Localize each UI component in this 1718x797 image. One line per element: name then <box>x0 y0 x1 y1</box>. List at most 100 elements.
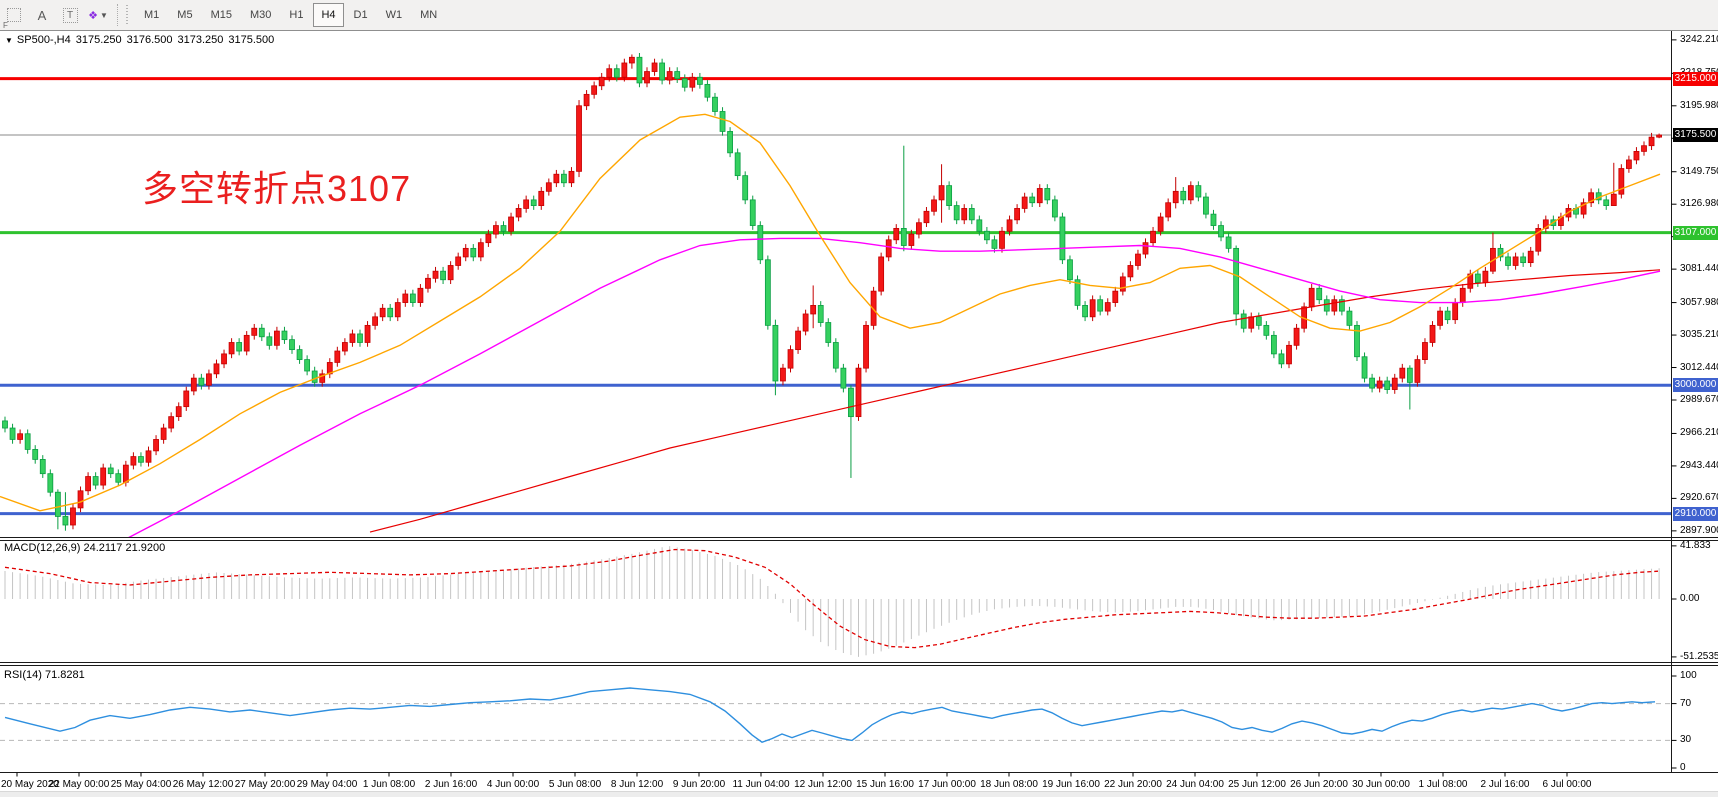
grid-icon <box>7 8 21 22</box>
time-axis-label: 17 Jun 00:00 <box>918 779 976 790</box>
candle <box>946 185 953 206</box>
candle <box>953 205 960 221</box>
rsi-line <box>4 687 1656 743</box>
candle <box>304 359 311 372</box>
candle <box>1376 380 1383 389</box>
candle <box>727 131 733 154</box>
candle <box>1459 287 1466 303</box>
price-axis-tick: 2897.900 <box>1680 524 1718 536</box>
time-axis-label: 26 Jun 20:00 <box>1290 779 1348 790</box>
candle <box>1044 188 1051 201</box>
macd-signal-line <box>4 548 1659 649</box>
time-axis-label: 5 Jun 08:00 <box>548 779 602 790</box>
symbol-ohlc-line[interactable]: ▼ SP500-,H4 3175.250 3176.500 3173.250 3175.5… <box>5 34 279 46</box>
candle <box>379 307 386 318</box>
candle <box>508 216 514 232</box>
timeframe-button-h1[interactable]: H1 <box>289 9 304 21</box>
candle <box>1233 247 1240 315</box>
ohlc-high: 3176.500 <box>126 34 173 46</box>
macd-panel <box>4 546 1660 657</box>
candle <box>1172 190 1179 204</box>
candlesticks <box>2 53 1663 531</box>
candle <box>1414 359 1421 383</box>
candle <box>598 76 605 87</box>
timeframe-button-m15[interactable]: M15 <box>210 9 232 21</box>
candle <box>704 83 711 98</box>
status-band <box>0 791 1718 797</box>
candle <box>591 85 598 95</box>
candle <box>855 367 862 418</box>
candle <box>749 199 756 226</box>
candle <box>576 105 582 172</box>
candle <box>893 228 900 241</box>
candle <box>764 259 771 326</box>
toolbar-drag-handle[interactable] <box>126 5 131 25</box>
candle <box>553 173 560 184</box>
timeframe-button-m5[interactable]: M5 <box>177 9 193 21</box>
candle <box>1338 299 1345 312</box>
font-tool-icon: A <box>37 7 47 23</box>
time-axis-label: 19 Jun 16:00 <box>1042 779 1100 790</box>
timeframe-button-d1[interactable]: D1 <box>353 9 368 21</box>
candle <box>1369 377 1375 389</box>
candle <box>848 387 854 418</box>
candle <box>696 76 703 85</box>
collapse-arrow-icon[interactable]: ▼ <box>5 36 13 45</box>
candle <box>742 175 749 201</box>
candle <box>1248 316 1255 329</box>
candle <box>341 342 348 352</box>
candle <box>832 342 839 369</box>
candle <box>1271 334 1277 355</box>
price-axis-tick: 3081.440 <box>1680 263 1718 275</box>
text-label-icon: T <box>62 7 78 23</box>
candle <box>613 68 620 78</box>
chart-shift-tool-button[interactable]: F <box>1 2 27 30</box>
candle <box>689 76 696 88</box>
candle <box>1067 259 1073 281</box>
candle <box>1444 310 1451 321</box>
candle <box>1218 225 1224 238</box>
price-tag-3000.000: 3000.000 <box>1673 378 1718 393</box>
timeframe-button-h4[interactable]: H4 <box>313 3 344 27</box>
timeframe-button-m1[interactable]: M1 <box>144 9 160 21</box>
timeframe-button-m30[interactable]: M30 <box>249 9 272 21</box>
rsi-indicator-label: RSI(14) 71.8281 <box>4 669 85 681</box>
time-axis-label: 1 Jul 08:00 <box>1418 779 1468 790</box>
candle <box>1422 342 1428 360</box>
chart-annotation-text: 多空转折点3107 <box>142 168 412 209</box>
candle <box>1021 196 1028 209</box>
timeframe-button-w1[interactable]: W1 <box>385 9 403 21</box>
candle <box>961 208 968 221</box>
shapes-tool-button[interactable]: ❖ ▼ <box>85 2 111 28</box>
ohlc-close: 3175.500 <box>228 34 275 46</box>
rsi-axis-tick: 70 <box>1680 697 1692 709</box>
candle <box>1225 236 1232 249</box>
price-axis-tick: 3035.210 <box>1680 329 1718 341</box>
price-axis-tick: 3057.980 <box>1680 296 1718 308</box>
candle <box>1391 377 1398 390</box>
candle <box>409 293 416 303</box>
timeframe-button-mn[interactable]: MN <box>420 9 438 21</box>
price-axis-tick: 2943.440 <box>1680 459 1718 471</box>
candle <box>1656 134 1663 138</box>
candle <box>387 307 394 318</box>
candle <box>1119 276 1126 292</box>
candle <box>1165 202 1172 218</box>
candle <box>719 111 726 132</box>
candle <box>1006 219 1013 232</box>
ma-slow-line <box>369 269 1661 533</box>
candle <box>32 449 39 460</box>
candle <box>606 68 613 78</box>
time-axis-label: 1 Jun 08:00 <box>362 779 416 790</box>
candle <box>372 316 378 326</box>
candle <box>1429 324 1436 343</box>
candle <box>417 287 424 303</box>
text-label-tool-button[interactable]: T <box>57 2 83 28</box>
candle <box>1203 196 1209 215</box>
candle <box>122 464 129 483</box>
candle <box>1278 353 1285 365</box>
candle <box>1051 199 1058 218</box>
time-axis-label: 25 May 04:00 <box>110 779 172 790</box>
font-tool-button[interactable]: A <box>29 2 55 28</box>
moving-averages <box>0 113 1661 537</box>
